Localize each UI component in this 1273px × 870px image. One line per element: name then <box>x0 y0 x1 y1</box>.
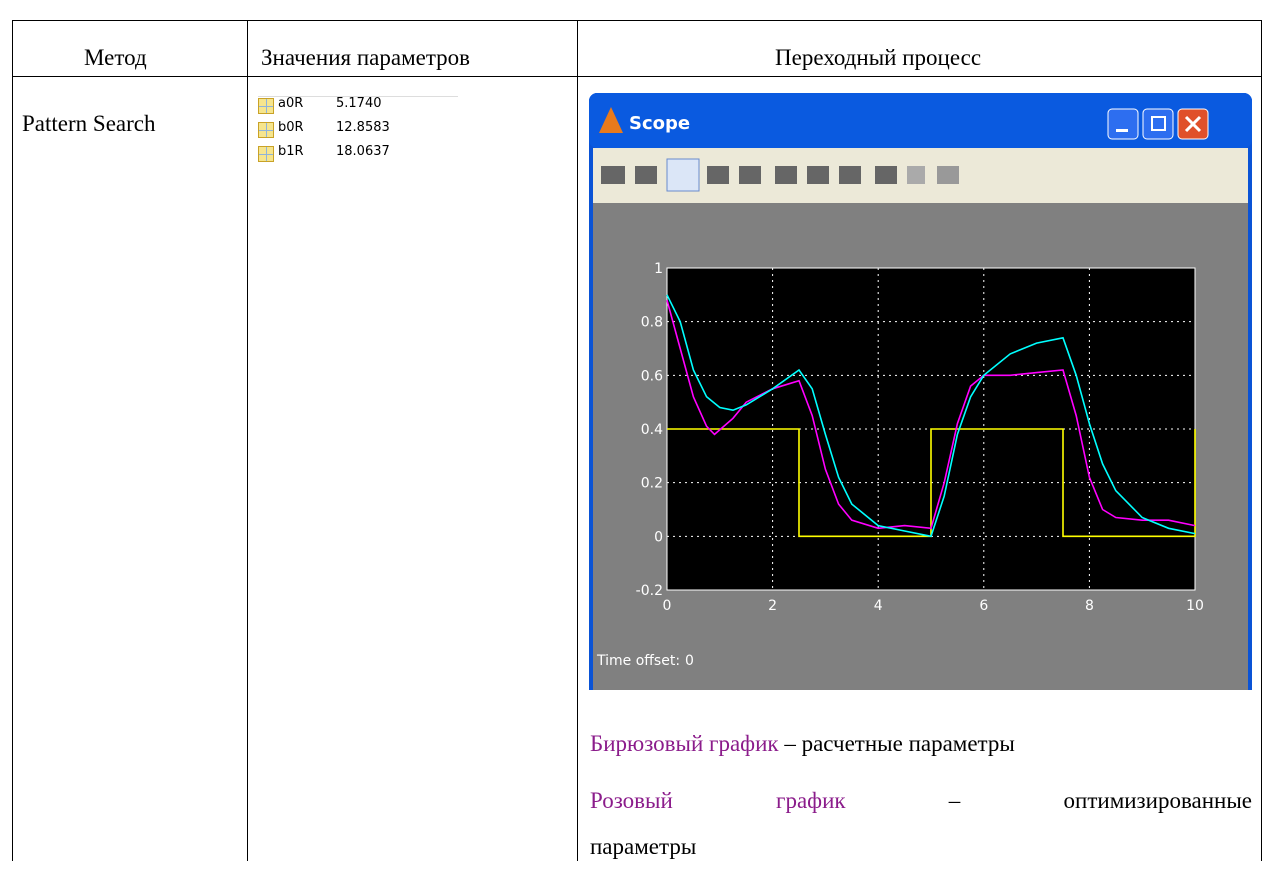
minimize-button[interactable] <box>1107 108 1139 140</box>
caption-text: – оптимизированные параметры <box>590 788 1252 859</box>
minimize-icon <box>1116 129 1128 132</box>
y-tick-label: 0.2 <box>641 476 663 492</box>
window-title: Scope <box>629 113 690 134</box>
x-tick-label: 8 <box>1085 598 1094 614</box>
caption-text: – расчетные параметры <box>784 731 1015 756</box>
caption: Розовый график – оптимизированные параме… <box>590 778 1252 870</box>
method: Pattern Search <box>22 111 156 136</box>
maximize-icon <box>1151 116 1166 131</box>
table-border <box>12 76 1262 77</box>
parameter-name: a0R <box>278 96 304 111</box>
x-tick-label: 6 <box>979 598 988 614</box>
restore-axes-icon[interactable] <box>839 166 861 184</box>
lock-icon[interactable] <box>907 166 925 184</box>
zoom-icon[interactable] <box>666 158 700 192</box>
variable-icon <box>258 98 274 114</box>
x-tick-label: 10 <box>1186 598 1204 614</box>
close-icon <box>1184 115 1202 133</box>
variable-icon <box>258 122 274 138</box>
table-border <box>577 20 578 861</box>
header: Значения параметров <box>261 45 471 70</box>
scope: Scope -0.200.20.40.60.810 2 4 6 8 10 Time off… <box>589 93 1252 690</box>
caption-color: Розовый график <box>590 788 846 813</box>
x-tick-label: 0 <box>663 598 672 614</box>
parameter-name: b0R <box>278 120 304 135</box>
floating-icon[interactable] <box>875 166 897 184</box>
print-icon[interactable] <box>601 166 625 184</box>
table-border <box>1261 20 1262 861</box>
save-axes-icon[interactable] <box>807 166 829 184</box>
caption: Бирюзовый график – расчетные параметры <box>590 720 1015 768</box>
parameter-value: 5.1740 <box>336 96 382 111</box>
x-tick-label: 2 <box>768 598 777 614</box>
scope-window: Scope -0.2 0 0.2 0.4 0.6 0.8 1 0 2 4 6 8 10 Time off… <box>589 93 1252 690</box>
zoom-y-icon[interactable] <box>739 166 761 184</box>
parameter-value: 12.8583 <box>336 120 390 135</box>
header: Переходный процесс <box>775 45 982 70</box>
table-border <box>12 20 1262 21</box>
y-tick-label: 1 <box>654 261 663 277</box>
variable-icon <box>258 146 274 162</box>
y-tick-label: 0 <box>654 529 663 545</box>
caption-color: Бирюзовый график <box>590 731 779 756</box>
table-border <box>247 20 248 861</box>
y-tick-label: 0.8 <box>641 315 663 331</box>
list-border <box>258 96 458 97</box>
maximize-button[interactable] <box>1142 108 1174 140</box>
parameter-value: 18.0637 <box>336 144 390 159</box>
zoom-x-icon[interactable] <box>707 166 729 184</box>
series-line <box>666 294 1196 538</box>
y-tick-label: -0.2 <box>636 583 663 599</box>
series-line <box>667 428 1196 538</box>
toolbar-icons <box>601 158 959 192</box>
signal-icon[interactable] <box>937 166 959 184</box>
parameter-name: b1R <box>278 144 304 159</box>
table-border <box>12 20 13 861</box>
autoscale-icon[interactable] <box>775 166 797 184</box>
time-offset-label: Time offset: <box>596 653 680 669</box>
x-tick-label: 4 <box>874 598 883 614</box>
params-icon[interactable] <box>635 166 657 184</box>
time-offset: 0 <box>685 653 694 669</box>
header: Метод <box>84 45 147 70</box>
series-line <box>666 299 1196 530</box>
matlab-icon <box>599 107 623 133</box>
y-tick-label: 0.4 <box>641 422 663 438</box>
y-tick-label: 0.6 <box>641 368 663 384</box>
title-bar <box>589 93 1252 148</box>
